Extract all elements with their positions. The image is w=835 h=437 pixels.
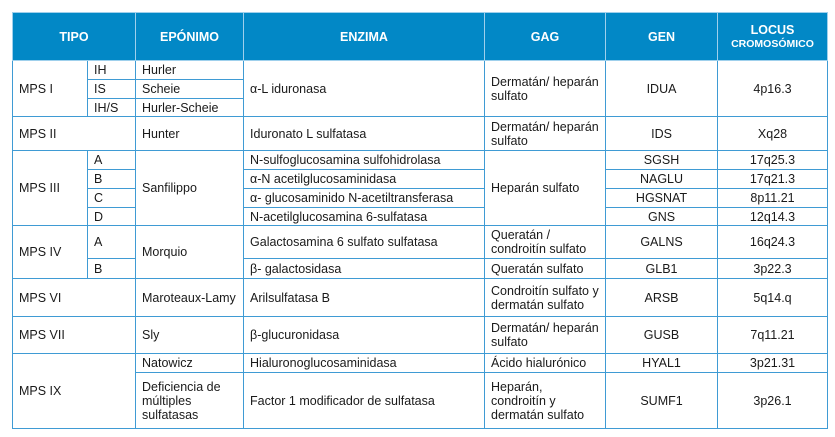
tipo-cell: MPS III — [12, 150, 88, 226]
locus-cell: 7q11.21 — [717, 316, 829, 354]
locus-cell: 5q14.q — [717, 278, 829, 317]
header-locus-line1: LOCUS — [750, 22, 795, 37]
gen-cell: HGSNAT — [605, 188, 719, 208]
tipo-cell: MPS VI — [11, 278, 137, 317]
table-row: MPS III A Sanfilippo N-sulfoglucosamina … — [12, 150, 829, 226]
gag-cell: Dermatán/ heparán sulfato — [484, 116, 607, 151]
subtype-cell: D — [86, 207, 137, 226]
subtype-cell: B — [86, 169, 137, 189]
table-row: C α- glucosaminido N-acetiltransferasa H… — [13, 188, 829, 208]
enzima-cell: Factor 1 modificador de sulfatasa — [243, 372, 486, 429]
locus-cell: Xq28 — [717, 116, 829, 151]
gag-cell: Ácido hialurónico — [484, 353, 607, 373]
gen-cell: IDUA — [605, 60, 719, 117]
locus-cell: 3p21.31 — [717, 353, 829, 373]
gen-cell: NAGLU — [605, 169, 719, 189]
table-row: B α-N acetilglucosaminidasa NAGLU 17q21.… — [13, 169, 829, 189]
subtype-cell: A — [86, 150, 137, 170]
header-locus: LOCUS CROMOSÓMICO — [717, 12, 829, 61]
eponimo-cell: Morquio — [135, 225, 245, 279]
header-locus-line2: CROMOSÓMICO — [731, 37, 814, 50]
gag-cell: Condroitín sulfato y dermatán sulfato — [484, 278, 607, 317]
subtype-cell: IH — [86, 60, 137, 80]
tipo-cell: MPS IV — [12, 225, 88, 279]
gen-cell: GUSB — [605, 316, 719, 354]
eponimo-cell: Hurler — [135, 60, 245, 80]
locus-cell: 17q21.3 — [717, 169, 829, 189]
locus-cell: 3p22.3 — [717, 258, 829, 279]
eponimo-cell: Maroteaux-Lamy — [135, 278, 245, 317]
eponimo-cell: Sanfilippo — [135, 150, 245, 226]
locus-cell: 12q14.3 — [717, 207, 829, 226]
gag-cell: Heparán, condroitín y dermatán sulfato — [484, 372, 607, 429]
gen-cell: GLB1 — [605, 258, 719, 279]
table-row: MPS VI Maroteaux-Lamy Arilsulfatasa B Co… — [11, 278, 829, 317]
locus-cell: 17q25.3 — [717, 150, 829, 170]
enzima-cell: α- glucosaminido N-acetiltransferasa — [243, 188, 486, 208]
table-row: MPS IV A Morquio Galactosamina 6 sulfato… — [12, 225, 829, 279]
enzima-cell: α-L iduronasa — [243, 60, 486, 117]
header-gag: GAG — [484, 12, 607, 61]
table-row: MPS IX Natowicz Hialuronoglucosaminidasa… — [11, 353, 829, 429]
enzima-cell: α-N acetilglucosaminidasa — [243, 169, 486, 189]
table-row: D N-acetilglucosamina 6-sulfatasa GNS 12… — [13, 207, 829, 226]
gen-cell: GALNS — [605, 225, 719, 259]
enzima-cell: N-sulfoglucosamina sulfohidrolasa — [243, 150, 486, 170]
tipo-cell: MPS II — [11, 116, 137, 151]
eponimo-cell: Sly — [135, 316, 245, 354]
enzima-cell: Iduronato L sulfatasa — [243, 116, 486, 151]
enzima-cell: Hialuronoglucosaminidasa — [243, 353, 486, 373]
tipo-cell: MPS VII — [11, 316, 137, 354]
table-row: Deficiencia de múltiples sulfatasas Fact… — [13, 372, 829, 429]
eponimo-cell: Deficiencia de múltiples sulfatasas — [135, 372, 245, 429]
header-gen: GEN — [605, 12, 719, 61]
gen-cell: ARSB — [605, 278, 719, 317]
gag-cell: Dermatán/ heparán sulfato — [484, 60, 607, 117]
subtype-cell: IS — [86, 79, 137, 99]
eponimo-cell: Natowicz — [135, 353, 245, 373]
table-row: MPS II Hunter Iduronato L sulfatasa Derm… — [11, 116, 829, 151]
gen-cell: SUMF1 — [605, 372, 719, 429]
tipo-cell: MPS I — [12, 60, 88, 117]
header-tipo: TIPO — [11, 12, 137, 61]
subtype-cell: IH/S — [86, 98, 137, 117]
gen-cell: SGSH — [605, 150, 719, 170]
eponimo-cell: Scheie — [135, 79, 245, 99]
gen-cell: IDS — [605, 116, 719, 151]
table-row: MPS VII Sly β-glucuronidasa Dermatán/ he… — [11, 316, 829, 354]
locus-cell: 8p11.21 — [717, 188, 829, 208]
eponimo-cell: Hurler-Scheie — [135, 98, 245, 117]
gag-cell: Queratán sulfato — [484, 258, 607, 279]
enzima-cell: Arilsulfatasa B — [243, 278, 486, 317]
enzima-cell: Galactosamina 6 sulfato sulfatasa — [243, 225, 486, 259]
tipo-cell: MPS IX — [11, 353, 137, 429]
header-row: TIPO EPÓNIMO ENZIMA GAG GEN LOCUS CROMOSÓ… — [11, 12, 829, 61]
header-eponimo: EPÓNIMO — [135, 12, 245, 61]
gen-cell: HYAL1 — [605, 353, 719, 373]
mps-table: TIPO EPÓNIMO ENZIMA GAG GEN LOCUS CROMOSÓ… — [11, 12, 829, 429]
enzima-cell: N-acetilglucosamina 6-sulfatasa — [243, 207, 486, 226]
eponimo-cell: Hunter — [135, 116, 245, 151]
gag-cell: Heparán sulfato — [484, 150, 607, 226]
locus-cell: 16q24.3 — [717, 225, 829, 259]
subtype-cell: B — [86, 258, 137, 279]
header-enzima: ENZIMA — [243, 12, 486, 61]
gag-cell: Queratán / condroitín sulfato — [484, 225, 607, 259]
table-row: B β- galactosidasa Queratán sulfato GLB1… — [13, 258, 829, 279]
locus-cell: 3p26.1 — [717, 372, 829, 429]
subtype-cell: A — [86, 225, 137, 259]
gag-cell: Dermatán/ heparán sulfato — [484, 316, 607, 354]
enzima-cell: β-glucuronidasa — [243, 316, 486, 354]
gen-cell: GNS — [605, 207, 719, 226]
locus-cell: 4p16.3 — [717, 60, 829, 117]
table-row: MPS I IH Hurler α-L iduronasa Dermatán/ … — [12, 60, 829, 117]
enzima-cell: β- galactosidasa — [243, 258, 486, 279]
subtype-cell: C — [86, 188, 137, 208]
